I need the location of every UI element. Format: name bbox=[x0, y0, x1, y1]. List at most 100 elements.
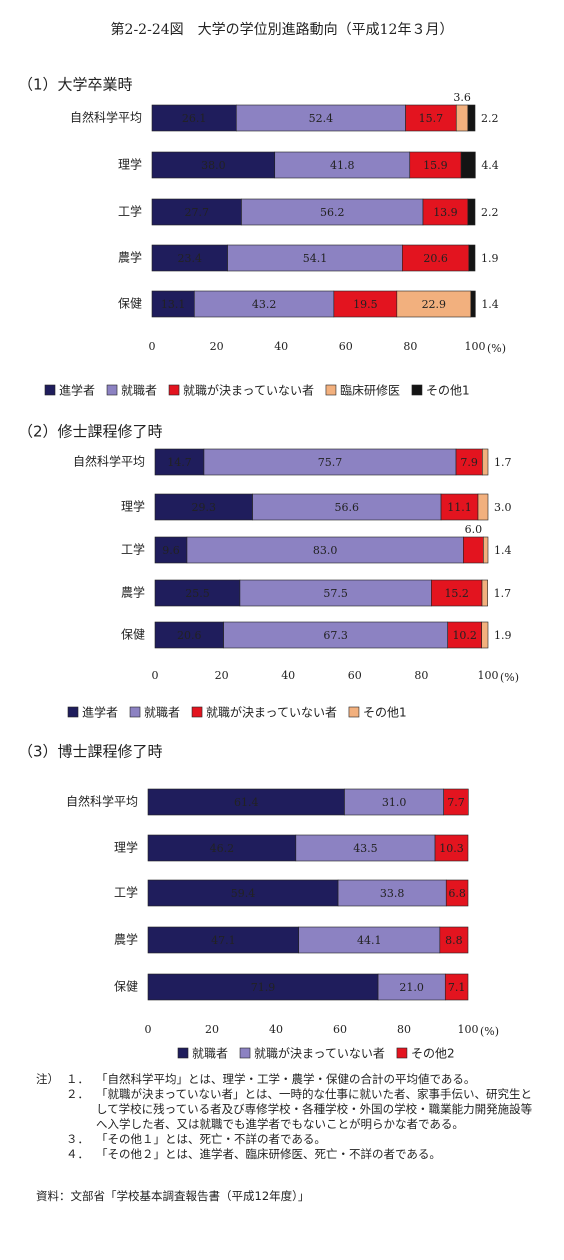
bar-segment bbox=[147, 973, 379, 1001]
chart-heading: （3）博士課程修了時 bbox=[18, 743, 163, 761]
legend-swatch bbox=[411, 384, 423, 396]
note-number: １． bbox=[66, 1072, 89, 1086]
legend-label: 進学者 bbox=[59, 383, 95, 398]
value-label: 14.7 bbox=[167, 456, 192, 469]
legend-swatch bbox=[67, 706, 79, 718]
category-label: 理学 bbox=[114, 840, 138, 855]
value-label: 1.4 bbox=[494, 544, 512, 557]
value-label: 52.4 bbox=[309, 112, 334, 125]
chart-heading: （1）大学卒業時 bbox=[18, 76, 133, 94]
note-text: 「その他２」とは、進学者、臨床研修医、死亡・不詳の者である。 bbox=[96, 1147, 441, 1161]
x-tick-label: 80 bbox=[414, 669, 428, 682]
x-unit: (%) bbox=[480, 1025, 499, 1038]
legend-swatch bbox=[168, 384, 180, 396]
x-tick-label: 80 bbox=[403, 340, 417, 353]
value-label: 56.6 bbox=[335, 501, 360, 514]
bar-segment bbox=[154, 536, 188, 564]
value-label: 3.6 bbox=[453, 91, 471, 104]
legend-swatch bbox=[239, 1047, 251, 1059]
bar-segment bbox=[444, 973, 469, 1001]
value-label: 1.4 bbox=[481, 298, 499, 311]
category-label: 保健 bbox=[121, 628, 145, 642]
bar-segment bbox=[154, 621, 224, 649]
bar-segment bbox=[203, 448, 457, 476]
value-label: 29.3 bbox=[192, 501, 217, 514]
bar-segment bbox=[455, 104, 469, 132]
value-label: 83.0 bbox=[313, 544, 338, 557]
value-label: 21.0 bbox=[399, 981, 424, 994]
note: 注） １． 「自然科学平均」とは、理学・工学・農学・保健の合計の平均値である。 bbox=[36, 1072, 541, 1087]
value-label: 7.9 bbox=[460, 456, 478, 469]
value-label: 47.1 bbox=[211, 934, 236, 947]
value-label: 15.2 bbox=[444, 587, 469, 600]
category-label: 農学 bbox=[118, 250, 142, 265]
value-label: 43.5 bbox=[353, 842, 378, 855]
note-number: ３． bbox=[66, 1132, 89, 1146]
bar-segment bbox=[440, 493, 479, 521]
x-tick-label: 20 bbox=[215, 669, 229, 682]
value-label: 19.5 bbox=[353, 298, 378, 311]
chart-heading: （2）修士課程修了時 bbox=[18, 423, 163, 441]
value-label: 23.4 bbox=[178, 252, 203, 265]
bar-segment bbox=[468, 244, 476, 272]
legend-swatch bbox=[325, 384, 337, 396]
legend-label: 進学者 bbox=[82, 705, 118, 720]
value-label: 20.6 bbox=[177, 629, 202, 642]
bar-segment bbox=[252, 493, 442, 521]
value-label: 1.7 bbox=[494, 587, 512, 600]
bar-segment bbox=[241, 198, 424, 226]
bar-segment bbox=[236, 104, 406, 132]
bar-segment bbox=[409, 151, 462, 179]
bar-segment bbox=[295, 834, 436, 862]
bar-segment bbox=[460, 151, 476, 179]
note: ３． 「その他１」とは、死亡・不詳の者である。 bbox=[36, 1132, 541, 1147]
legend-label: 就職が決まっていない者 bbox=[206, 705, 337, 720]
bar-segment bbox=[455, 448, 483, 476]
legend-label: 就職者 bbox=[144, 706, 180, 720]
value-label: 2.2 bbox=[481, 206, 499, 219]
legend-swatch bbox=[129, 706, 141, 718]
value-label: 54.1 bbox=[303, 252, 328, 265]
legend-label: その他1 bbox=[426, 384, 470, 398]
value-label: 67.3 bbox=[323, 629, 348, 642]
value-label: 1.9 bbox=[481, 252, 499, 265]
category-label: 理学 bbox=[121, 499, 145, 514]
x-tick-label: 60 bbox=[333, 1023, 347, 1036]
legend-swatch bbox=[106, 384, 118, 396]
value-label: 6.0 bbox=[465, 523, 483, 536]
value-label: 46.2 bbox=[210, 842, 235, 855]
note: ２． 「就職が決まっていない者」とは、一時的な仕事に就いた者、家事手伝い、研究生と… bbox=[36, 1087, 541, 1132]
value-label: 38.0 bbox=[201, 159, 226, 172]
value-label: 20.6 bbox=[423, 252, 448, 265]
value-label: 6.8 bbox=[448, 887, 466, 900]
bar-segment bbox=[151, 198, 242, 226]
x-tick-label: 0 bbox=[149, 340, 156, 353]
bar-segment bbox=[482, 448, 489, 476]
legend-label: 就職が決まっていない者 bbox=[183, 383, 314, 398]
notes-label: 注） bbox=[36, 1072, 59, 1086]
value-label: 15.9 bbox=[423, 159, 448, 172]
value-label: 15.7 bbox=[419, 112, 444, 125]
bar-segment bbox=[194, 290, 335, 318]
bar-segment bbox=[154, 579, 241, 607]
x-tick-label: 40 bbox=[281, 669, 295, 682]
x-unit: (%) bbox=[487, 342, 506, 355]
value-label: 25.5 bbox=[185, 587, 210, 600]
x-tick-label: 0 bbox=[145, 1023, 152, 1036]
value-label: 27.7 bbox=[184, 206, 209, 219]
x-tick-label: 60 bbox=[348, 669, 362, 682]
value-label: 71.9 bbox=[251, 981, 276, 994]
category-label: 保健 bbox=[118, 297, 142, 311]
bar-segment bbox=[463, 536, 484, 564]
x-tick-label: 100 bbox=[458, 1023, 479, 1036]
value-label: 7.1 bbox=[448, 981, 466, 994]
bar-segment bbox=[154, 493, 253, 521]
legend-label: 就職が決まっていない者 bbox=[254, 1046, 385, 1061]
category-label: 工学 bbox=[114, 885, 138, 900]
category-label: 農学 bbox=[114, 932, 138, 947]
x-tick-label: 20 bbox=[205, 1023, 219, 1036]
bar-segment bbox=[434, 834, 469, 862]
legend-swatch bbox=[396, 1047, 408, 1059]
value-label: 41.8 bbox=[330, 159, 355, 172]
value-label: 75.7 bbox=[318, 456, 343, 469]
